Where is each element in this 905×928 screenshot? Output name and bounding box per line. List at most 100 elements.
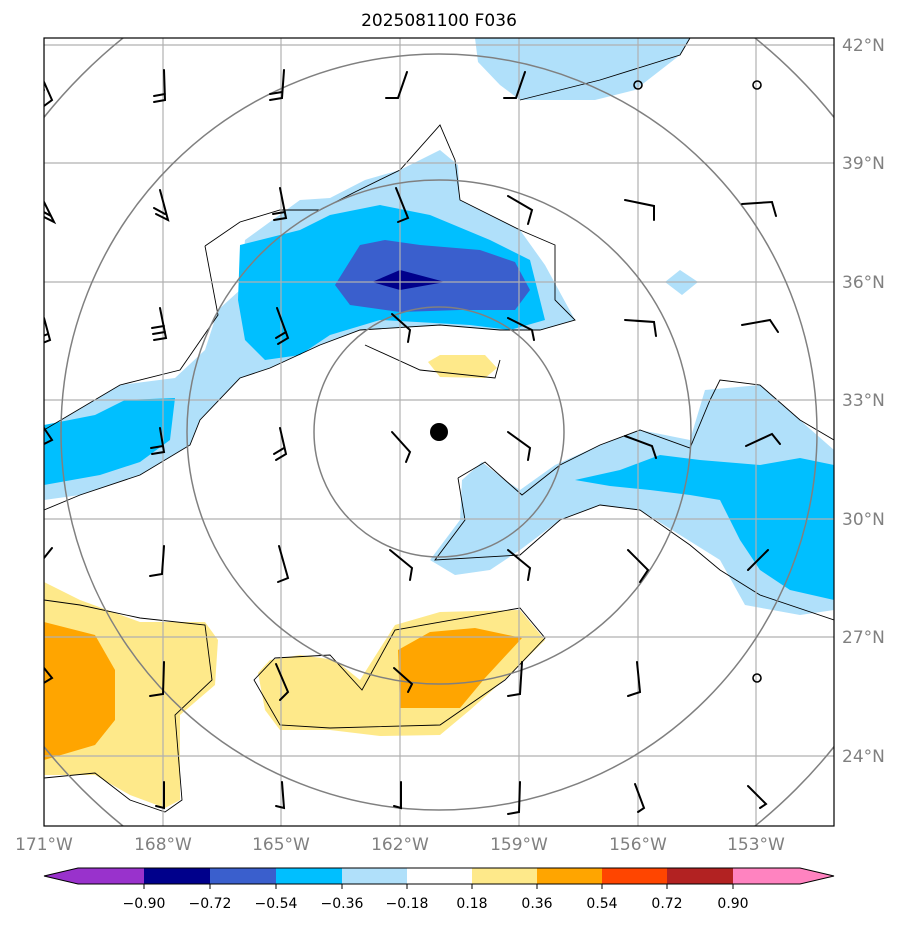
wind-barbs: [44, 69, 781, 815]
colorbar: −0.90 −0.72 −0.54 −0.36 −0.18 0.18 0.36 …: [43, 867, 835, 912]
lat-label: 39°N: [842, 154, 885, 174]
lon-label: 168°W: [134, 835, 192, 855]
colorbar-tick-label: −0.54: [255, 896, 298, 912]
colorbar-tick-label: −0.90: [123, 896, 166, 912]
wind-barb: [507, 317, 535, 341]
lon-label: 165°W: [252, 835, 310, 855]
wind-barb: [150, 427, 166, 455]
wind-barb: [273, 427, 288, 461]
map-title: 2025081100 F036: [361, 11, 517, 31]
wind-barb: [275, 307, 290, 345]
colorbar-swatch: [407, 868, 472, 884]
wind-barb: [44, 427, 54, 446]
wind-barb: [393, 667, 414, 693]
calm-wind-marker: [752, 673, 762, 683]
wind-barb: [151, 307, 168, 341]
wind-barb: [627, 549, 650, 583]
colorbar-tick-label: 0.18: [456, 896, 487, 912]
wind-barb: [507, 195, 534, 225]
colorbar-tick-label: 0.36: [521, 896, 552, 912]
latitude-labels: 42°N 39°N 36°N 33°N 30°N 27°N 24°N: [842, 36, 885, 767]
wind-barb: [503, 71, 526, 99]
lat-label: 36°N: [842, 273, 885, 293]
calm-wind-marker: [752, 80, 762, 90]
lat-label: 27°N: [842, 628, 885, 648]
wind-barb: [275, 663, 290, 701]
wind-barb: [44, 81, 54, 107]
colorbar-tick-label: −0.72: [189, 896, 232, 912]
wind-barb: [634, 783, 646, 813]
colorbar-swatch: [472, 868, 537, 884]
colorbar-tick-label: −0.18: [386, 896, 429, 912]
wind-barb: [44, 667, 54, 684]
contour-fill-neg072: [372, 270, 445, 290]
wind-barb: [507, 781, 521, 815]
wind-barb: [44, 317, 52, 344]
wind-barb: [747, 549, 769, 571]
wind-barb: [393, 781, 402, 810]
wind-barb: [277, 545, 290, 583]
contour-edges: [44, 38, 834, 813]
wind-barb: [745, 432, 781, 447]
wind-barb: [624, 199, 655, 221]
lon-label: 171°W: [15, 835, 73, 855]
colorbar-swatch: [537, 868, 602, 884]
colorbar-tick-label: −0.36: [321, 896, 364, 912]
colorbar-swatch: [602, 868, 667, 884]
colorbar-swatch: [733, 868, 800, 884]
wind-barb: [153, 189, 170, 222]
wind-barb: [507, 431, 532, 461]
lon-label: 162°W: [371, 835, 429, 855]
colorbar-extend-max: [800, 868, 834, 884]
contour-fill-pos036: [44, 622, 522, 760]
wind-barb: [149, 545, 165, 577]
colorbar-swatch: [78, 868, 144, 884]
wind-barb: [507, 549, 532, 581]
wind-barb: [149, 661, 165, 697]
lon-label: 159°W: [490, 835, 548, 855]
wind-barb: [391, 431, 412, 463]
colorbar-swatch: [144, 868, 210, 884]
wind-barb: [391, 313, 412, 343]
lat-label: 42°N: [842, 36, 885, 56]
lon-label: 156°W: [609, 835, 667, 855]
lat-label: 30°N: [842, 510, 885, 530]
graticule: [44, 38, 834, 826]
wind-barb: [153, 69, 167, 103]
wind-barb: [624, 435, 657, 459]
wind-barb: [741, 200, 777, 217]
wind-barb: [385, 71, 408, 99]
colorbar-tick-label: 0.90: [717, 896, 748, 912]
wind-barb: [624, 319, 657, 337]
contour-fill-neg054: [335, 240, 530, 312]
wind-barb: [44, 547, 53, 559]
colorbar-tick-label: 0.72: [651, 896, 682, 912]
wind-barb: [44, 201, 57, 225]
calm-wind-marker: [633, 80, 643, 90]
wind-barb: [741, 318, 779, 333]
colorbar-swatch: [276, 868, 342, 884]
colorbar-swatch: [210, 868, 276, 884]
colorbar-swatch: [667, 868, 733, 884]
lat-label: 33°N: [842, 391, 885, 411]
wind-barb: [155, 781, 165, 810]
wind-barb: [275, 781, 286, 810]
wind-barb: [272, 187, 288, 221]
wind-barb: [389, 549, 414, 581]
longitude-labels: 171°W 168°W 165°W 162°W 159°W 156°W 153°…: [15, 835, 785, 855]
wind-barb: [627, 661, 642, 697]
colorbar-tick-label: 0.54: [586, 896, 617, 912]
colorbar-swatch: [342, 868, 407, 884]
lon-label: 153°W: [727, 835, 785, 855]
wind-barb: [269, 69, 285, 101]
map-frame: [43, 37, 835, 827]
lat-label: 24°N: [842, 747, 885, 767]
wind-barb: [395, 187, 410, 223]
wind-barb: [747, 785, 768, 809]
colorbar-outline: [43, 867, 835, 885]
colorbar-extend-min: [44, 868, 78, 884]
wind-barb: [507, 661, 523, 697]
